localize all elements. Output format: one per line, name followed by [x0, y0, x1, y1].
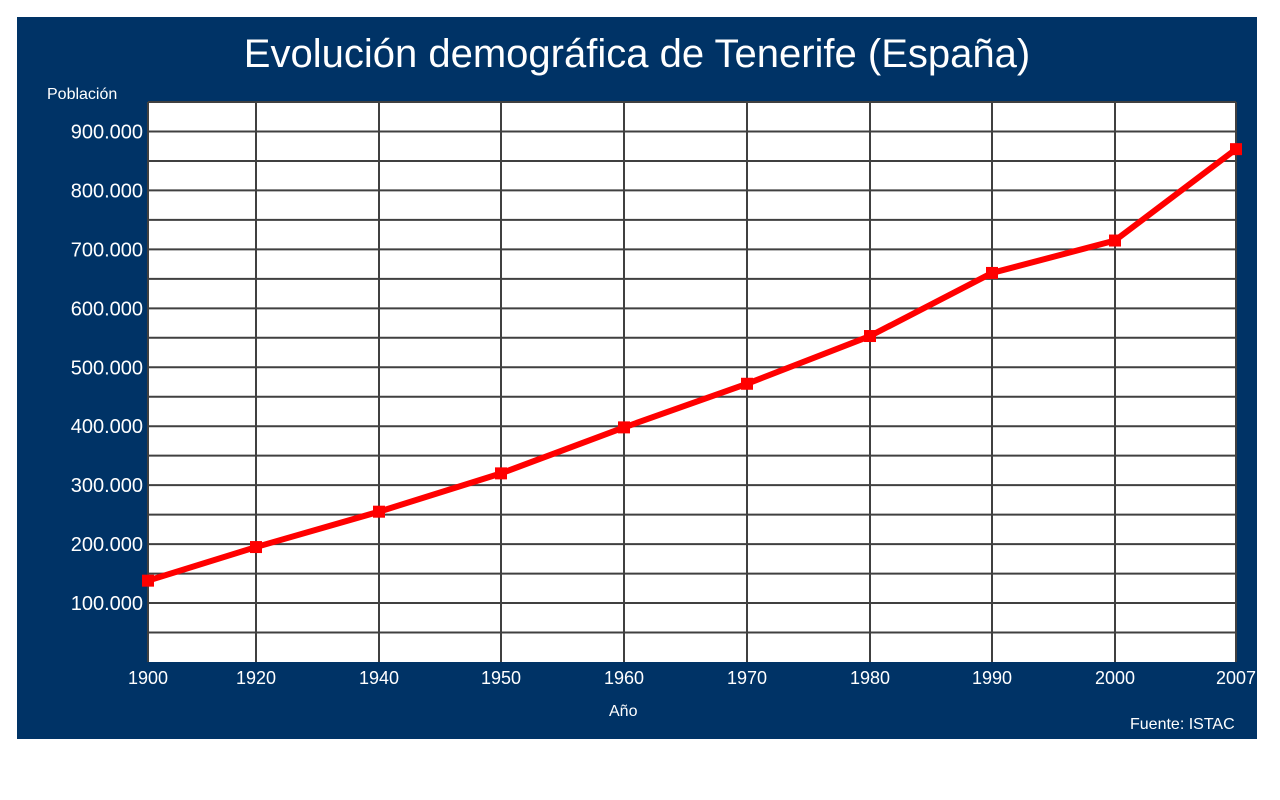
data-point — [618, 421, 630, 434]
y-tick-label: 500.000 — [71, 357, 143, 379]
data-point — [495, 467, 507, 480]
x-tick-label: 1960 — [604, 668, 644, 688]
data-point — [741, 377, 753, 390]
x-tick-label: 1940 — [359, 668, 399, 688]
y-axis-label: Población — [47, 86, 118, 103]
x-tick-label: 1950 — [481, 668, 521, 688]
data-point — [1230, 143, 1242, 156]
y-tick-label: 100.000 — [71, 593, 143, 615]
x-tick-label: 1970 — [727, 668, 767, 688]
chart-title: Evolución demográfica de Tenerife (Españ… — [243, 32, 1031, 76]
x-tick-label: 2000 — [1095, 668, 1135, 688]
source-note: Fuente: ISTAC — [1130, 716, 1235, 733]
y-tick-label: 200.000 — [71, 534, 143, 556]
x-tick-label: 1900 — [128, 668, 168, 688]
x-tick-label: 1920 — [236, 668, 276, 688]
x-tick-label: 1980 — [850, 668, 890, 688]
y-tick-label: 300.000 — [71, 475, 143, 497]
x-tick-label: 1990 — [972, 668, 1012, 688]
y-tick-label: 400.000 — [71, 416, 143, 438]
data-point — [864, 330, 876, 343]
data-point — [1109, 234, 1121, 247]
data-point — [986, 266, 998, 279]
y-tick-label: 800.000 — [71, 180, 143, 202]
series-line — [147, 146, 1238, 584]
y-tick-label: 700.000 — [71, 239, 143, 261]
y-tick-label: 900.000 — [71, 121, 143, 143]
plot-area — [148, 102, 1236, 662]
x-tick-label: 2007 — [1216, 668, 1256, 688]
y-tick-label: 600.000 — [71, 298, 143, 320]
data-point — [373, 505, 385, 518]
data-point — [250, 541, 262, 554]
x-axis-label: Año — [609, 703, 638, 720]
data-point — [142, 574, 154, 587]
